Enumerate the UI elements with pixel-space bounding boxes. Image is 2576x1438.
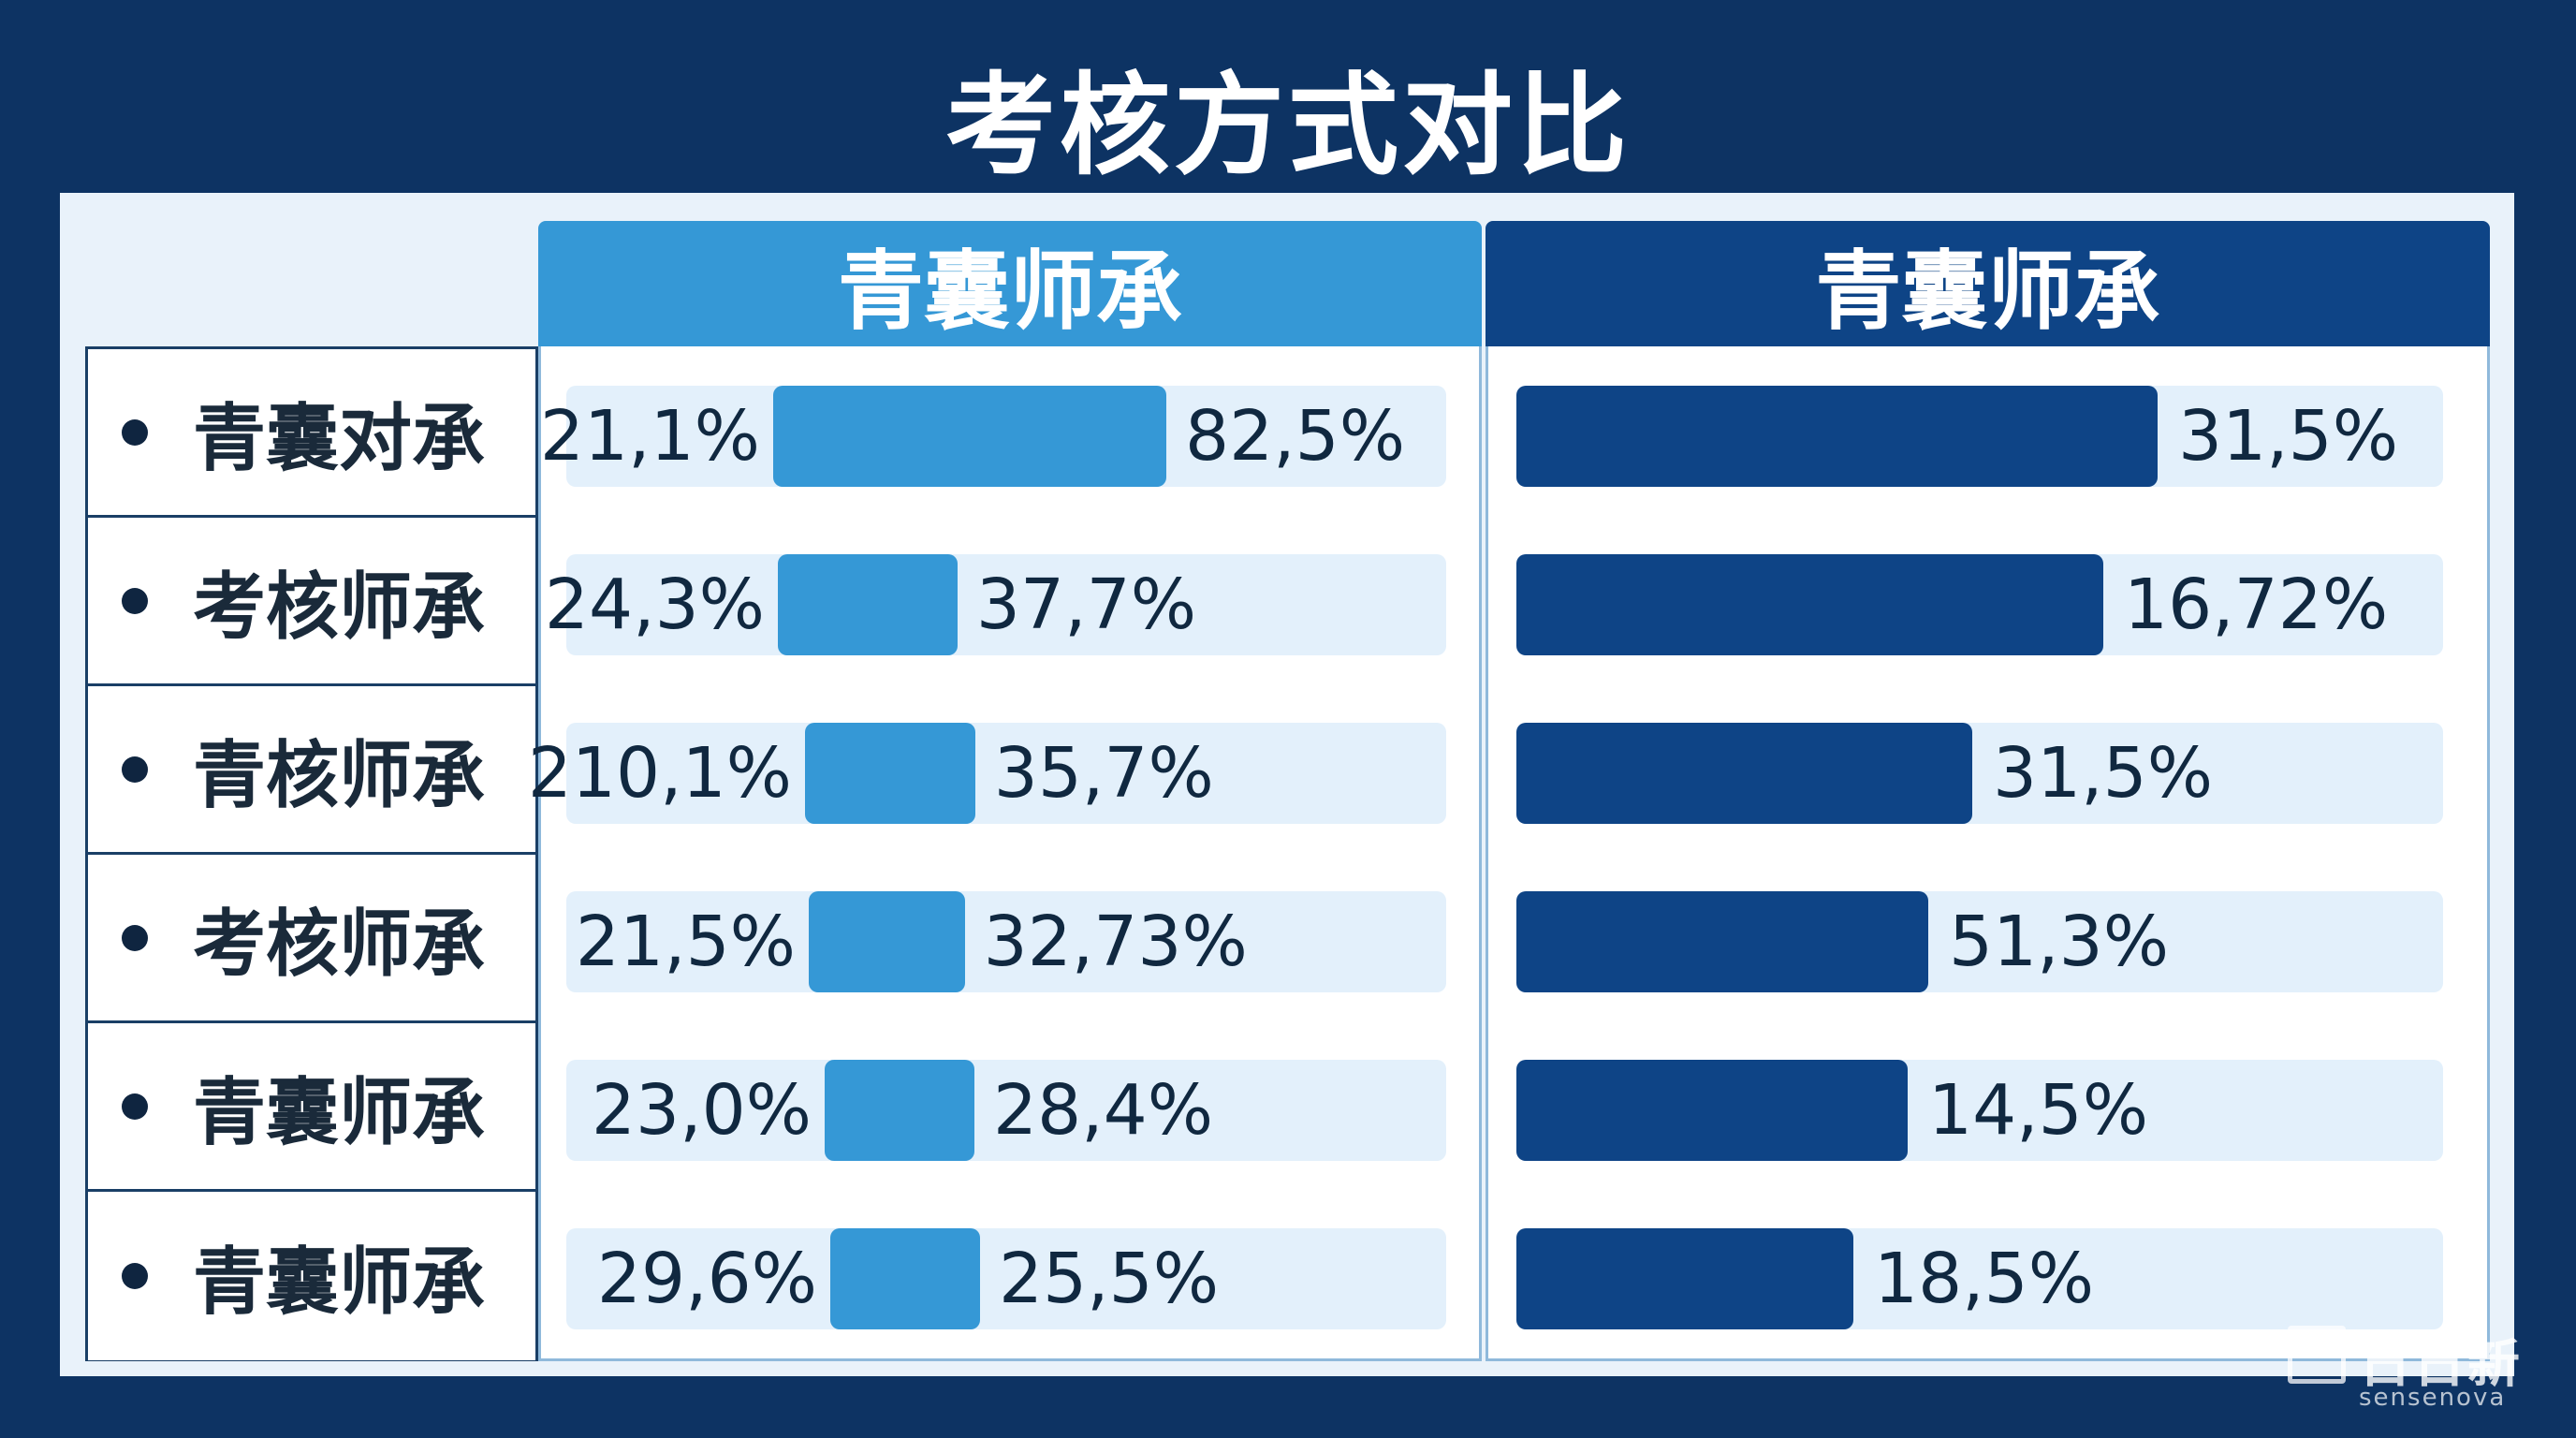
bar-right <box>1516 554 2103 655</box>
category-row: 青囊师承 <box>88 1023 535 1192</box>
bullet-icon <box>122 418 148 446</box>
bar-track: 24,3% 37,7% <box>545 554 1446 655</box>
watermark-text: 日日新 <box>2359 1334 2522 1395</box>
value-label: 25,5% <box>999 1239 1220 1319</box>
category-row: 考核师承 <box>88 518 535 686</box>
category-column: 青囊对承 考核师承 青核师承 考核师承 青囊师承 青囊师承 <box>85 346 538 1361</box>
bar-left <box>773 386 1166 487</box>
category-row: 青核师承 <box>88 686 535 855</box>
page-title: 考核方式对比 <box>944 61 1631 190</box>
bar-left <box>805 723 975 824</box>
bar-track: 31,5% <box>1516 723 2443 824</box>
logo-icon <box>2288 1326 2346 1384</box>
bar-left <box>830 1228 980 1329</box>
bullet-icon <box>122 756 148 783</box>
category-row: 考核师承 <box>88 855 535 1023</box>
bullet-icon <box>122 924 148 951</box>
value-label: 35,7% <box>993 733 1214 814</box>
value-label: 28,4% <box>993 1070 1214 1151</box>
category-label: 青囊师承 <box>193 1070 486 1155</box>
bar-right <box>1516 891 1928 992</box>
bar-track: 21,1% 82,5% <box>540 386 1446 487</box>
bar-left <box>809 891 965 992</box>
category-row: 青囊师承 <box>88 1192 535 1360</box>
value-label: 14,5% <box>1928 1070 2149 1151</box>
value-label: 32,73% <box>983 902 1248 982</box>
bullet-icon <box>122 1093 148 1120</box>
bar-right <box>1516 1060 1908 1161</box>
bullet-icon <box>122 1263 148 1289</box>
bar-right <box>1516 723 1972 824</box>
bar-track: 23,0% 28,4% <box>566 1060 1446 1161</box>
category-label: 青囊对承 <box>193 396 486 481</box>
bar-track: 18,5% <box>1516 1228 2443 1329</box>
inner-value-label: 29,6% <box>596 1239 817 1319</box>
value-label: 16,72% <box>2124 565 2389 645</box>
bullet-icon <box>122 587 148 614</box>
value-label: 82,5% <box>1185 396 1406 477</box>
inner-value-label: 210,1% <box>527 733 792 814</box>
value-label: 51,3% <box>1949 902 2170 982</box>
bar-track: 31,5% <box>1516 386 2443 487</box>
bar-track: 29,6% 25,5% <box>566 1228 1446 1329</box>
inner-value-label: 24,3% <box>544 565 765 645</box>
category-row: 青囊对承 <box>88 349 535 518</box>
inner-value-label: 21,1% <box>539 396 760 477</box>
bar-track: 16,72% <box>1516 554 2443 655</box>
inner-value-label: 21,5% <box>575 902 796 982</box>
watermark-subtext: sensenova <box>2359 1384 2507 1412</box>
category-label: 考核师承 <box>193 565 486 650</box>
category-label: 考核师承 <box>193 902 486 987</box>
inner-value-label: 23,0% <box>591 1070 812 1151</box>
bar-right <box>1516 386 2158 487</box>
series-header-left: 青囊师承 <box>538 221 1482 346</box>
series-header-right: 青囊师承 <box>1486 221 2490 346</box>
category-label: 青核师承 <box>193 733 486 818</box>
bar-track: 21,5% 32,73% <box>566 891 1446 992</box>
value-label: 18,5% <box>1874 1239 2095 1319</box>
value-label: 37,7% <box>975 565 1197 645</box>
bar-track: 14,5% <box>1516 1060 2443 1161</box>
bar-track: 210,1% 35,7% <box>528 723 1446 824</box>
series-column-right: 31,5% 16,72% 31,5% 51,3% 14,5% 18,5% <box>1486 346 2490 1361</box>
value-label: 31,5% <box>2178 396 2399 477</box>
series-column-left: 21,1% 82,5% 24,3% 37,7% 210,1% 35,7% 21,5% 32,7… <box>528 346 1482 1361</box>
value-label: 31,5% <box>1993 733 2214 814</box>
watermark-logo: 日日新 sensenova <box>2288 1322 2531 1416</box>
category-label: 青囊师承 <box>193 1240 486 1325</box>
bar-right <box>1516 1228 1853 1329</box>
bar-left <box>825 1060 974 1161</box>
bar-track: 51,3% <box>1516 891 2443 992</box>
bar-left <box>778 554 958 655</box>
